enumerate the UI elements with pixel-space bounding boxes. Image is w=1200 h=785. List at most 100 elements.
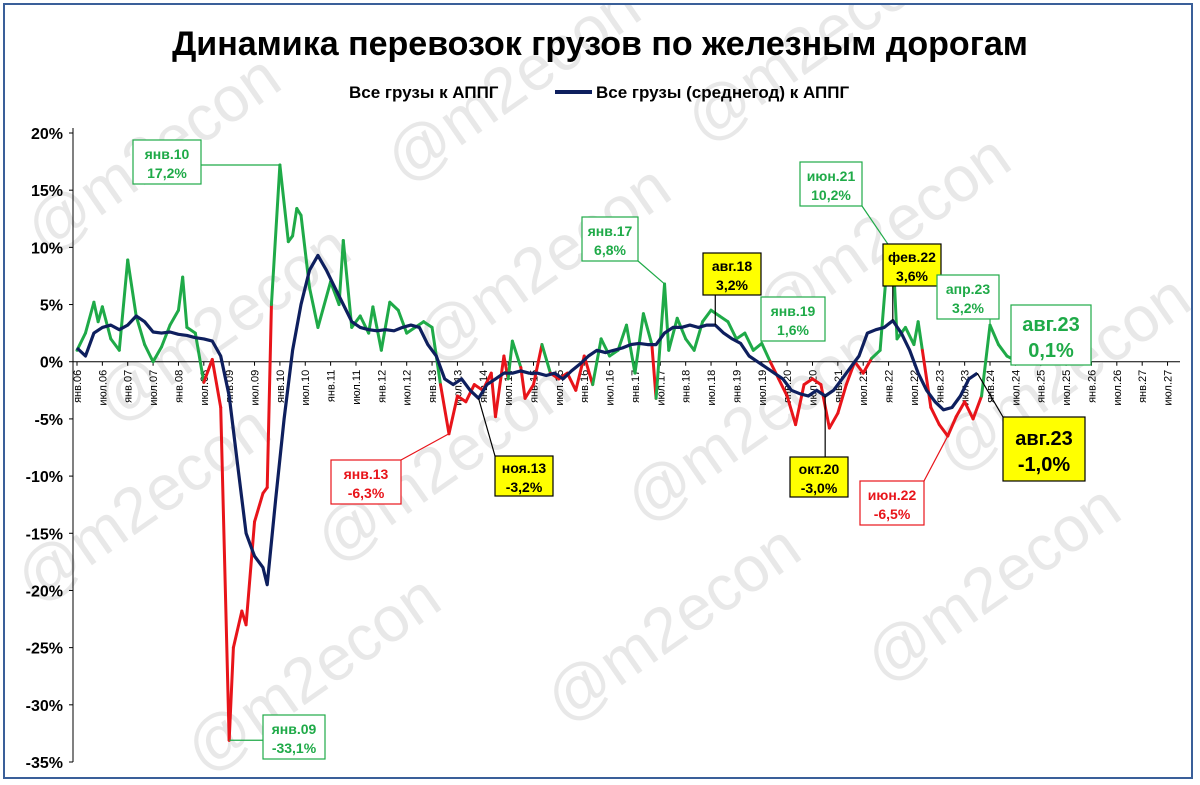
series-main-segment bbox=[663, 282, 671, 352]
series-main-segment bbox=[447, 394, 459, 436]
series-main-segment bbox=[717, 314, 730, 324]
annotation-box bbox=[1002, 416, 1086, 482]
annotation-label: янв.19 bbox=[771, 303, 816, 319]
x-tick-label: янв.16 bbox=[579, 370, 591, 403]
series-main-segment bbox=[388, 300, 400, 312]
annotation-value: 1,6% bbox=[777, 322, 809, 338]
series-main-segment bbox=[963, 400, 975, 421]
legend: Все грузы к АППГ Все грузы (среднегод) к… bbox=[308, 83, 849, 102]
annotation-box bbox=[936, 274, 1000, 320]
x-tick-label: июл.26 bbox=[1112, 370, 1124, 406]
series-main-segment bbox=[920, 348, 933, 409]
series-main-segment bbox=[937, 423, 950, 438]
series-main-segment bbox=[726, 320, 738, 341]
series-main-segment bbox=[151, 345, 164, 364]
series-main-segment bbox=[231, 609, 244, 650]
series-main-segment bbox=[316, 280, 333, 329]
x-tick-label: янв.15 bbox=[529, 370, 541, 403]
x-tick-label: янв.25 bbox=[1036, 370, 1048, 403]
annotation-leader bbox=[976, 372, 1004, 418]
series-main-segment bbox=[493, 354, 506, 419]
series-main-segment bbox=[751, 341, 764, 352]
series-main-segment bbox=[307, 285, 320, 329]
series-main-segment bbox=[532, 343, 544, 387]
annotation-box bbox=[1010, 304, 1092, 366]
x-tick-label: июл.14 bbox=[503, 370, 515, 406]
series-main-segment bbox=[743, 331, 755, 352]
annotation-label: ноя.13 bbox=[502, 460, 547, 476]
y-tick-label: -5% bbox=[35, 412, 63, 429]
x-tick-label: июл.20 bbox=[807, 370, 819, 406]
x-tick-label: янв.11 bbox=[326, 370, 338, 402]
annotation-box bbox=[882, 243, 942, 287]
annotation-box bbox=[581, 216, 639, 262]
series-main-segment bbox=[971, 394, 984, 421]
annotation-leader bbox=[477, 398, 496, 457]
annotation-label: июн.21 bbox=[807, 168, 856, 184]
annotations: янв.10 17,2% янв.09 -33,1% янв.13 -6,3% ноя.13… bbox=[132, 139, 1092, 760]
x-tick-label: янв.27 bbox=[1137, 370, 1149, 403]
x-tick-label: июл.10 bbox=[300, 370, 312, 406]
series-main-segment bbox=[641, 312, 654, 347]
series-main-segment bbox=[684, 337, 696, 352]
series-main-segment bbox=[810, 377, 823, 387]
series-main-segment bbox=[168, 308, 180, 327]
annotation-leader bbox=[400, 433, 450, 461]
x-tick-label: июл.24 bbox=[1010, 370, 1022, 406]
x-tick-label: июл.07 bbox=[148, 370, 160, 406]
annotation-label: янв.09 bbox=[272, 721, 317, 737]
annotation-box bbox=[132, 139, 202, 185]
series-main-segment bbox=[988, 323, 1000, 347]
y-tick-label: -20% bbox=[26, 583, 63, 600]
series-main-segment bbox=[616, 323, 628, 352]
x-tick-label: июл.16 bbox=[605, 370, 617, 406]
series-main-segment bbox=[379, 300, 392, 352]
series-main-segment bbox=[734, 331, 747, 341]
series-main-segment bbox=[929, 405, 941, 427]
chart-title: Динамика перевозок грузов по железным до… bbox=[172, 25, 1028, 63]
annotation-box bbox=[702, 252, 762, 296]
series-main-segment bbox=[329, 280, 341, 307]
series-main-segment bbox=[523, 383, 536, 400]
annotation-value: -1,0% bbox=[1018, 454, 1070, 476]
series-main-segment bbox=[794, 383, 806, 427]
annotation-box bbox=[330, 459, 402, 505]
series-main-segment bbox=[219, 405, 231, 742]
chart-svg: @m2econ @m2econ@m2econ @m2econ @m2econ@m2ec… bbox=[5, 5, 1195, 781]
annotation-label: июн.22 bbox=[868, 487, 917, 503]
annotation-value: 3,2% bbox=[716, 277, 748, 293]
series-main-segment bbox=[227, 646, 235, 742]
series-main-segment bbox=[802, 377, 814, 387]
x-tick-label: июл.12 bbox=[402, 370, 414, 406]
series-main-segment bbox=[117, 258, 130, 352]
annotation-value: 17,2% bbox=[147, 165, 187, 181]
annotation-box bbox=[494, 455, 554, 497]
series-main-segment bbox=[396, 308, 409, 335]
x-tick-label: янв.12 bbox=[376, 370, 388, 403]
x-tick-label: июл.22 bbox=[909, 370, 921, 406]
series-main-segment bbox=[253, 491, 265, 524]
series-main-segment bbox=[83, 300, 96, 335]
series-main-segment bbox=[591, 337, 603, 387]
y-tick-label: 15% bbox=[31, 183, 63, 200]
annotation-label: авг.23 bbox=[1015, 428, 1073, 450]
x-tick-label: янв.19 bbox=[731, 370, 743, 403]
series-main-segment bbox=[980, 323, 992, 398]
series-main-segment bbox=[946, 415, 958, 438]
annotation-label: апр.23 bbox=[946, 281, 990, 297]
series-main-segment bbox=[278, 163, 290, 244]
series-main-segment bbox=[109, 337, 121, 352]
annotation-value: -6,5% bbox=[874, 506, 911, 522]
y-tick-label: 5% bbox=[40, 298, 63, 315]
x-tick-label: июл.21 bbox=[858, 370, 870, 406]
annotation-box bbox=[859, 480, 925, 526]
x-tick-label: янв.26 bbox=[1086, 370, 1098, 403]
series-main-segment bbox=[405, 325, 417, 335]
x-tick-label: июл.18 bbox=[706, 370, 718, 406]
series-main-segment bbox=[954, 400, 967, 419]
series-main-segment bbox=[265, 303, 273, 490]
series-main-segment bbox=[350, 314, 362, 329]
series-main-segment bbox=[903, 325, 916, 347]
series-main-segment bbox=[185, 325, 197, 335]
annotation-label: окт.20 bbox=[799, 461, 840, 477]
